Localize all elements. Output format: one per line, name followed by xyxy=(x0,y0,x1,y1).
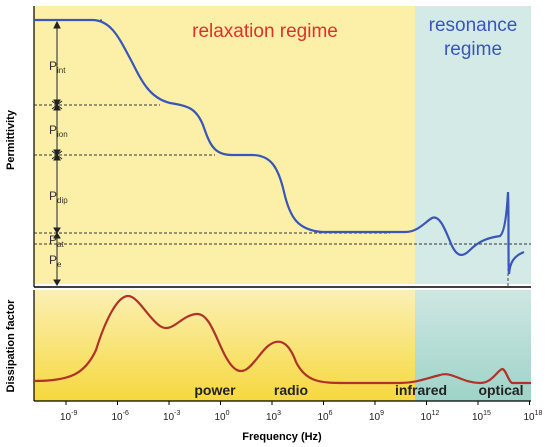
resonance-title-line2: regime xyxy=(444,39,502,60)
polarization-labels: Pint Pion Pdip Pat Pe xyxy=(49,59,68,269)
relaxation-title: relaxation regime xyxy=(192,21,338,42)
x-tick-label: 10-6 xyxy=(112,410,129,423)
y-axis-title-dissipation: Dissipation factor xyxy=(5,299,17,393)
label-p-at: Pat xyxy=(49,233,64,249)
polarization-arrows xyxy=(51,20,63,286)
x-tick-label: 103 xyxy=(266,410,281,423)
label-p-e: Pe xyxy=(49,253,62,269)
x-tick-marks xyxy=(65,401,530,405)
band-labels: power radio infrared optical xyxy=(194,382,523,398)
band-optical: optical xyxy=(478,382,523,398)
relaxation-region-top xyxy=(34,6,415,284)
dissipation-curve xyxy=(33,294,531,385)
y-axis-title-permittivity: Permittivity xyxy=(5,109,17,170)
x-tick-label: 1018 xyxy=(524,410,543,423)
resonance-region-top xyxy=(415,6,531,284)
x-tick-label: 106 xyxy=(318,410,333,423)
x-tick-labels: 10-9 10-6 10-3 100 103 106 109 1012 1015 1018 xyxy=(60,410,543,423)
resonance-title-line1: resonance xyxy=(429,15,518,36)
band-infrared: infrared xyxy=(395,382,447,398)
x-tick-label: 100 xyxy=(215,410,230,423)
band-power: power xyxy=(194,382,236,398)
label-p-int: Pint xyxy=(49,59,66,75)
x-tick-label: 1015 xyxy=(472,410,491,423)
permittivity-curve xyxy=(34,18,525,275)
label-p-ion: Pion xyxy=(49,123,68,139)
x-tick-label: 10-3 xyxy=(163,410,180,423)
x-tick-label: 1012 xyxy=(421,410,440,423)
x-tick-label: 109 xyxy=(369,410,384,423)
x-axis-title: Frequency (Hz) xyxy=(242,431,322,443)
band-radio: radio xyxy=(274,382,308,398)
label-p-dip: Pdip xyxy=(49,189,68,205)
x-tick-label: 10-9 xyxy=(60,410,77,423)
